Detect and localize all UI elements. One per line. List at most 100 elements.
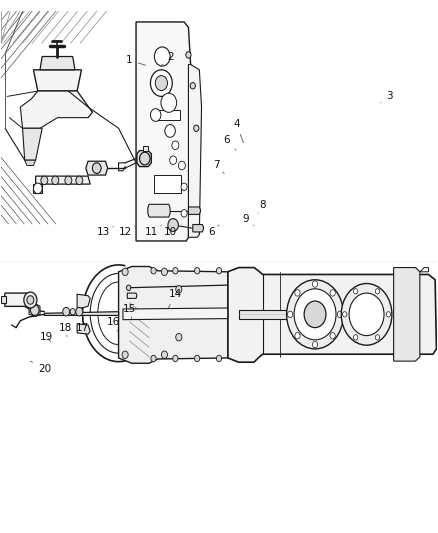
Polygon shape bbox=[44, 312, 119, 316]
Bar bbox=[143, 147, 148, 151]
Polygon shape bbox=[20, 91, 92, 128]
Circle shape bbox=[176, 286, 182, 293]
Circle shape bbox=[343, 312, 347, 317]
Circle shape bbox=[304, 301, 326, 328]
Circle shape bbox=[181, 183, 187, 190]
Circle shape bbox=[154, 47, 170, 66]
Circle shape bbox=[168, 219, 178, 231]
Polygon shape bbox=[35, 91, 92, 118]
Circle shape bbox=[24, 292, 37, 308]
Text: 17: 17 bbox=[76, 322, 89, 336]
Circle shape bbox=[76, 308, 83, 316]
Polygon shape bbox=[40, 56, 75, 70]
Text: 13: 13 bbox=[97, 227, 113, 237]
Circle shape bbox=[155, 76, 167, 91]
Circle shape bbox=[375, 335, 380, 340]
Text: 11: 11 bbox=[145, 225, 161, 237]
Circle shape bbox=[330, 290, 335, 296]
Circle shape bbox=[70, 309, 75, 315]
Polygon shape bbox=[127, 293, 137, 298]
Circle shape bbox=[41, 176, 48, 184]
Circle shape bbox=[33, 183, 42, 193]
Polygon shape bbox=[137, 151, 151, 166]
Text: 20: 20 bbox=[30, 361, 51, 374]
Text: 2: 2 bbox=[161, 52, 174, 66]
Circle shape bbox=[216, 268, 222, 274]
Text: 3: 3 bbox=[381, 91, 392, 103]
Polygon shape bbox=[1, 296, 6, 303]
Circle shape bbox=[127, 285, 131, 290]
Polygon shape bbox=[228, 268, 436, 362]
Circle shape bbox=[194, 268, 200, 274]
Circle shape bbox=[172, 141, 179, 150]
Polygon shape bbox=[239, 310, 315, 319]
Polygon shape bbox=[119, 266, 228, 364]
Circle shape bbox=[294, 289, 336, 340]
Circle shape bbox=[161, 93, 177, 112]
Circle shape bbox=[63, 308, 70, 316]
Text: 12: 12 bbox=[119, 225, 137, 237]
Circle shape bbox=[349, 293, 384, 336]
Circle shape bbox=[122, 268, 128, 276]
Circle shape bbox=[181, 209, 187, 217]
Text: 14: 14 bbox=[168, 289, 182, 309]
Circle shape bbox=[151, 356, 156, 362]
Polygon shape bbox=[123, 308, 228, 320]
Circle shape bbox=[216, 356, 222, 362]
Text: 4: 4 bbox=[233, 119, 244, 143]
Circle shape bbox=[194, 125, 199, 132]
Polygon shape bbox=[394, 268, 420, 361]
Circle shape bbox=[140, 152, 150, 165]
Text: 7: 7 bbox=[213, 160, 224, 173]
Text: 6: 6 bbox=[208, 225, 219, 237]
Polygon shape bbox=[33, 184, 42, 193]
Circle shape bbox=[76, 176, 83, 184]
Polygon shape bbox=[29, 304, 40, 317]
Circle shape bbox=[337, 311, 343, 318]
Circle shape bbox=[288, 311, 293, 318]
Polygon shape bbox=[86, 161, 108, 175]
Circle shape bbox=[150, 109, 161, 122]
Circle shape bbox=[27, 296, 34, 304]
Bar bbox=[155, 110, 180, 120]
Circle shape bbox=[30, 305, 39, 316]
Circle shape bbox=[173, 356, 178, 362]
Circle shape bbox=[178, 161, 185, 169]
Text: 18: 18 bbox=[59, 322, 72, 337]
Bar bbox=[154, 174, 180, 193]
Circle shape bbox=[330, 333, 335, 339]
Circle shape bbox=[170, 156, 177, 165]
Text: 16: 16 bbox=[107, 317, 120, 332]
Circle shape bbox=[122, 351, 128, 358]
Polygon shape bbox=[33, 70, 81, 91]
Text: 15: 15 bbox=[123, 304, 136, 319]
Polygon shape bbox=[25, 160, 35, 165]
Text: 8: 8 bbox=[258, 200, 266, 213]
Circle shape bbox=[165, 125, 175, 138]
Circle shape bbox=[295, 290, 300, 296]
Polygon shape bbox=[22, 128, 42, 160]
Circle shape bbox=[161, 351, 167, 358]
Circle shape bbox=[161, 268, 167, 276]
Text: 10: 10 bbox=[163, 224, 182, 237]
Polygon shape bbox=[136, 22, 191, 241]
Circle shape bbox=[312, 342, 318, 348]
Circle shape bbox=[186, 52, 191, 58]
Circle shape bbox=[92, 163, 101, 173]
Polygon shape bbox=[188, 207, 201, 214]
Circle shape bbox=[194, 356, 200, 362]
Circle shape bbox=[52, 176, 59, 184]
Circle shape bbox=[150, 70, 172, 96]
Polygon shape bbox=[4, 293, 32, 306]
Circle shape bbox=[375, 289, 380, 294]
Circle shape bbox=[386, 312, 391, 317]
Polygon shape bbox=[77, 294, 90, 309]
Circle shape bbox=[353, 289, 358, 294]
Text: 1: 1 bbox=[126, 55, 145, 65]
Polygon shape bbox=[148, 204, 170, 217]
Circle shape bbox=[295, 333, 300, 339]
Circle shape bbox=[173, 268, 178, 274]
Polygon shape bbox=[35, 176, 90, 184]
Circle shape bbox=[341, 284, 392, 345]
Circle shape bbox=[151, 268, 156, 274]
